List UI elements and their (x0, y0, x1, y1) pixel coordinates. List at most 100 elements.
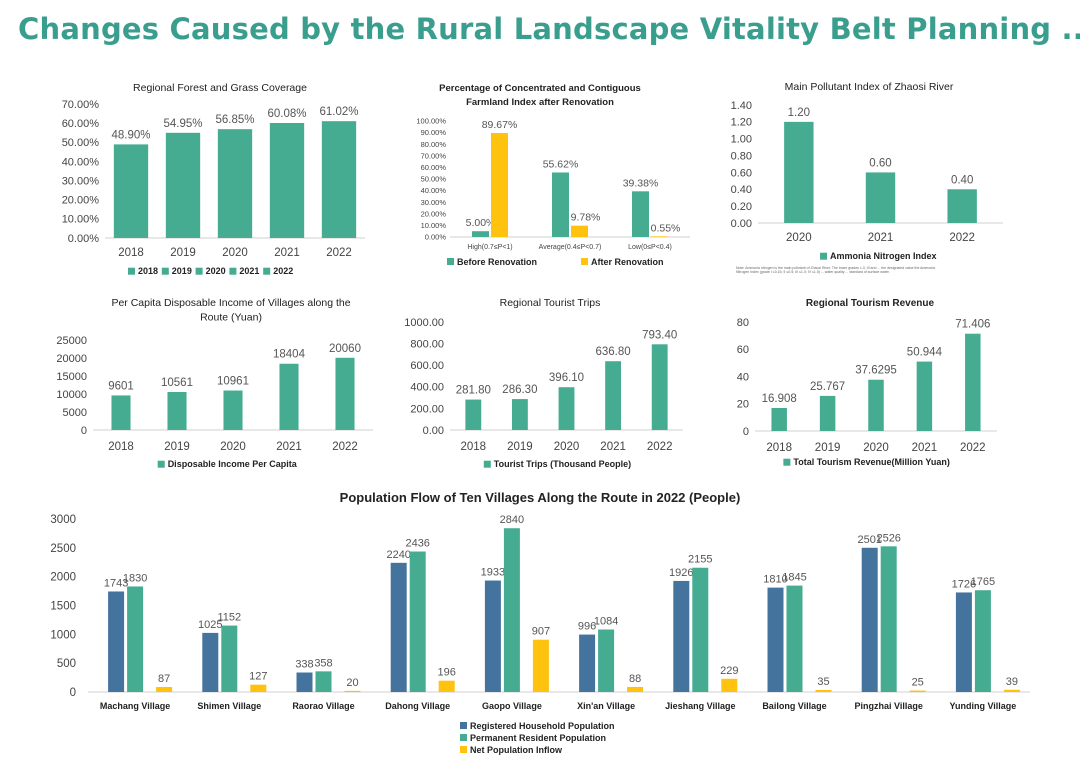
bar (108, 591, 125, 692)
bar (627, 686, 644, 692)
data-label: 2501 (857, 534, 881, 546)
data-label: 87 (158, 673, 170, 685)
y-tick-label: 0.40 (731, 184, 752, 196)
data-label: 9601 (108, 380, 134, 392)
chart-title: Route (Yuan) (200, 312, 262, 324)
data-label: 61.02% (319, 106, 358, 118)
legend-swatch (157, 460, 165, 468)
y-tick-label: 25000 (56, 335, 87, 347)
data-label: 37.6295 (855, 365, 897, 377)
bar (217, 129, 253, 238)
data-label: 10961 (217, 376, 249, 388)
bar (974, 590, 991, 692)
legend-swatch (229, 267, 237, 275)
y-tick-label: 200.00 (410, 403, 444, 415)
data-label: 127 (249, 671, 267, 683)
y-tick-label: 30.00% (421, 198, 447, 207)
x-tick-label: 2022 (326, 247, 352, 259)
tourism-revenue-chart: Regional Tourism Revenue 0 20 40 60 80 16.908 2… (737, 298, 997, 467)
y-tick-label: 40.00% (62, 156, 100, 168)
legend-label: Net Population Inflow (470, 745, 563, 755)
y-tick-label: 5000 (63, 407, 87, 419)
data-label: 20 (346, 677, 358, 689)
chart-title: Farmland Index after Renovation (466, 97, 614, 108)
x-tick-label: 2021 (868, 232, 894, 244)
bar (579, 634, 596, 692)
legend-label: Disposable Income Per Capita (168, 459, 298, 469)
x-tick-label: 2022 (949, 232, 975, 244)
data-label: 2840 (500, 514, 524, 526)
y-tick-label: 0.00 (423, 425, 444, 437)
y-tick-label: 0 (70, 687, 76, 699)
data-label: 1933 (481, 567, 505, 579)
x-tick-label: 2020 (863, 442, 889, 454)
legend-swatch (447, 258, 454, 265)
y-tick-label: 40 (737, 371, 749, 383)
bar (321, 121, 357, 238)
data-label: 5.00% (466, 217, 496, 229)
y-tick-label: 0.00% (425, 233, 447, 242)
data-label: 16.908 (762, 393, 797, 405)
data-label: 1152 (217, 612, 241, 624)
bar (269, 122, 305, 238)
data-label: 2240 (386, 549, 410, 561)
x-tick-label: 2021 (274, 247, 300, 259)
y-tick-label: 15000 (56, 371, 87, 383)
bar (767, 587, 784, 692)
data-label: 1926 (669, 567, 693, 579)
y-tick-label: 3000 (50, 514, 76, 526)
data-label: 48.90% (111, 129, 150, 141)
bar (511, 399, 528, 430)
bar (605, 361, 622, 430)
x-tick-label: 2021 (600, 441, 626, 453)
data-label: 54.95% (163, 118, 202, 130)
data-label: 60.08% (267, 108, 306, 120)
bar (223, 390, 243, 430)
chart-title: Population Flow of Ten Villages Along th… (340, 490, 741, 505)
chart-title: Regional Forest and Grass Coverage (133, 82, 307, 94)
x-tick-label: Machang Village (100, 701, 170, 711)
legend-label: Before Renovation (457, 257, 537, 267)
bar (127, 586, 144, 692)
legend-swatch (161, 267, 169, 275)
y-tick-label: 0.00% (68, 233, 99, 245)
bar (815, 689, 832, 692)
legend-label: 2018 (138, 266, 158, 276)
legend-label: 2021 (239, 266, 259, 276)
bar (167, 391, 187, 430)
population-flow-chart: Population Flow of Ten Villages Along th… (50, 490, 1030, 755)
bar (111, 395, 131, 430)
legend-swatch (460, 746, 467, 753)
x-tick-label: 2021 (912, 442, 938, 454)
data-label: 89.67% (482, 119, 518, 131)
y-tick-label: 1.00 (731, 134, 752, 146)
data-label: 39 (1006, 676, 1018, 688)
bar (315, 671, 332, 692)
chart-title: Per Capita Disposable Income of Villages… (111, 297, 350, 309)
bar (868, 379, 884, 431)
y-tick-label: 70.00% (62, 99, 100, 111)
pollutant-index-chart: Main Pollutant Index of Zhaosi River 0.00… (731, 81, 1003, 261)
data-label: 338 (295, 659, 313, 671)
bar (786, 585, 803, 692)
y-tick-label: 100.00% (416, 117, 446, 126)
bar (651, 236, 668, 237)
data-label: 1.20 (788, 107, 810, 119)
legend-swatch (195, 267, 203, 275)
bar (819, 395, 836, 431)
data-label: 1084 (594, 615, 618, 627)
farmland-index-chart: Percentage of Concentrated and Contiguou… (416, 83, 690, 267)
y-tick-label: 0.20 (731, 201, 752, 213)
legend-swatch (483, 460, 491, 468)
x-tick-label: 2020 (222, 247, 248, 259)
bar (409, 551, 426, 692)
bar (865, 172, 896, 223)
x-tick-label: 2018 (766, 442, 792, 454)
data-label: 88 (629, 673, 641, 685)
data-label: 793.40 (642, 329, 677, 341)
bar (771, 407, 787, 431)
y-tick-label: 80.00% (421, 140, 447, 149)
data-label: 39.38% (623, 177, 659, 189)
bar (335, 357, 355, 430)
data-label: 71.406 (955, 319, 990, 331)
